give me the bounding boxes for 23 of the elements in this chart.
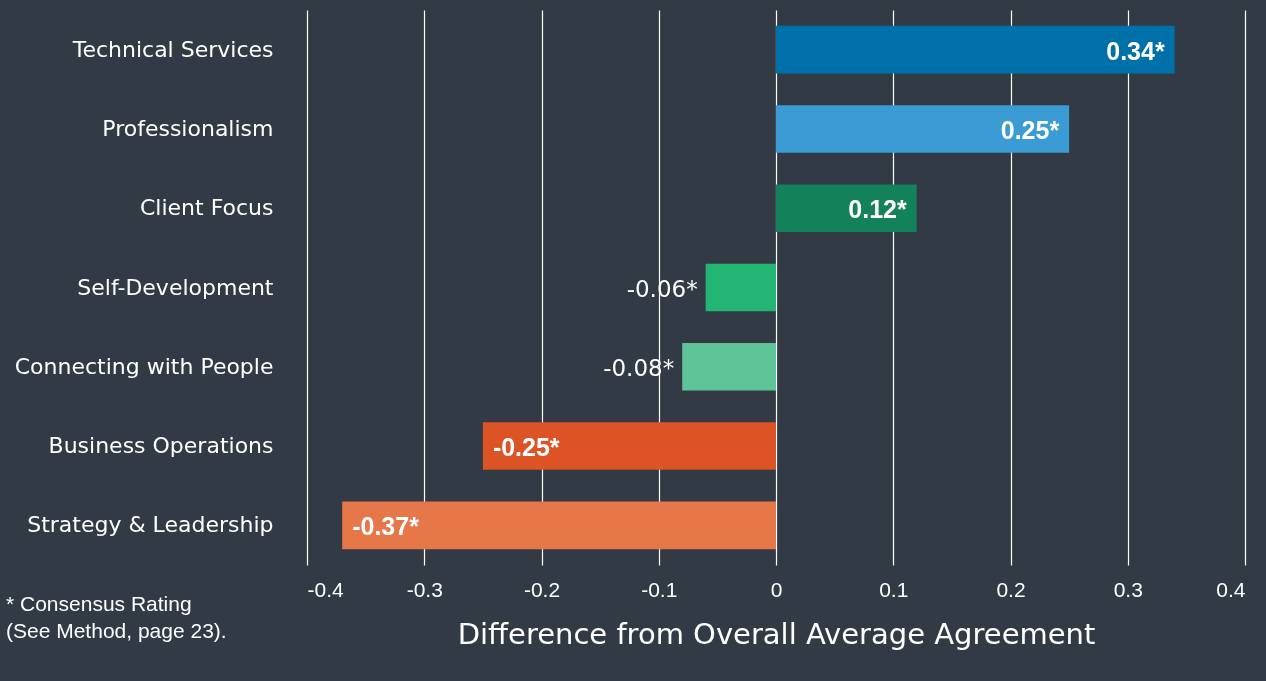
- data-label: 0.34*: [1106, 36, 1165, 65]
- x-tick-label: -0.3: [406, 577, 443, 601]
- data-label: -0.37*: [352, 512, 420, 541]
- x-axis-title: Difference from Overall Average Agreement: [457, 616, 1096, 651]
- data-label: 0.12*: [848, 195, 907, 224]
- x-tick-label: 0.2: [996, 577, 1026, 601]
- y-tick-label: Connecting with People: [14, 353, 274, 379]
- y-tick-label: Self-Development: [77, 274, 274, 300]
- x-tick-label: 0.3: [1113, 577, 1143, 601]
- x-tick-label: 0: [770, 577, 783, 601]
- x-tick-label: -0.2: [523, 577, 561, 601]
- data-label: -0.25*: [492, 433, 560, 462]
- y-tick-label: Client Focus: [139, 195, 274, 221]
- y-tick-label: Professionalism: [102, 115, 274, 141]
- x-tick-label: 0.1: [879, 577, 909, 601]
- y-tick-label: Technical Services: [71, 36, 274, 62]
- data-label: 0.25*: [1000, 115, 1060, 144]
- x-tick-label: -0.4: [307, 577, 345, 601]
- text: * Consensus Rating (See Method, page 23).: [6, 591, 227, 644]
- x-tick-label: 0.4: [1216, 577, 1246, 601]
- x-tick-label: -0.1: [641, 577, 678, 601]
- y-tick-label: Strategy & Leadership: [27, 512, 274, 538]
- y-tick-label: Business Operations: [48, 433, 274, 459]
